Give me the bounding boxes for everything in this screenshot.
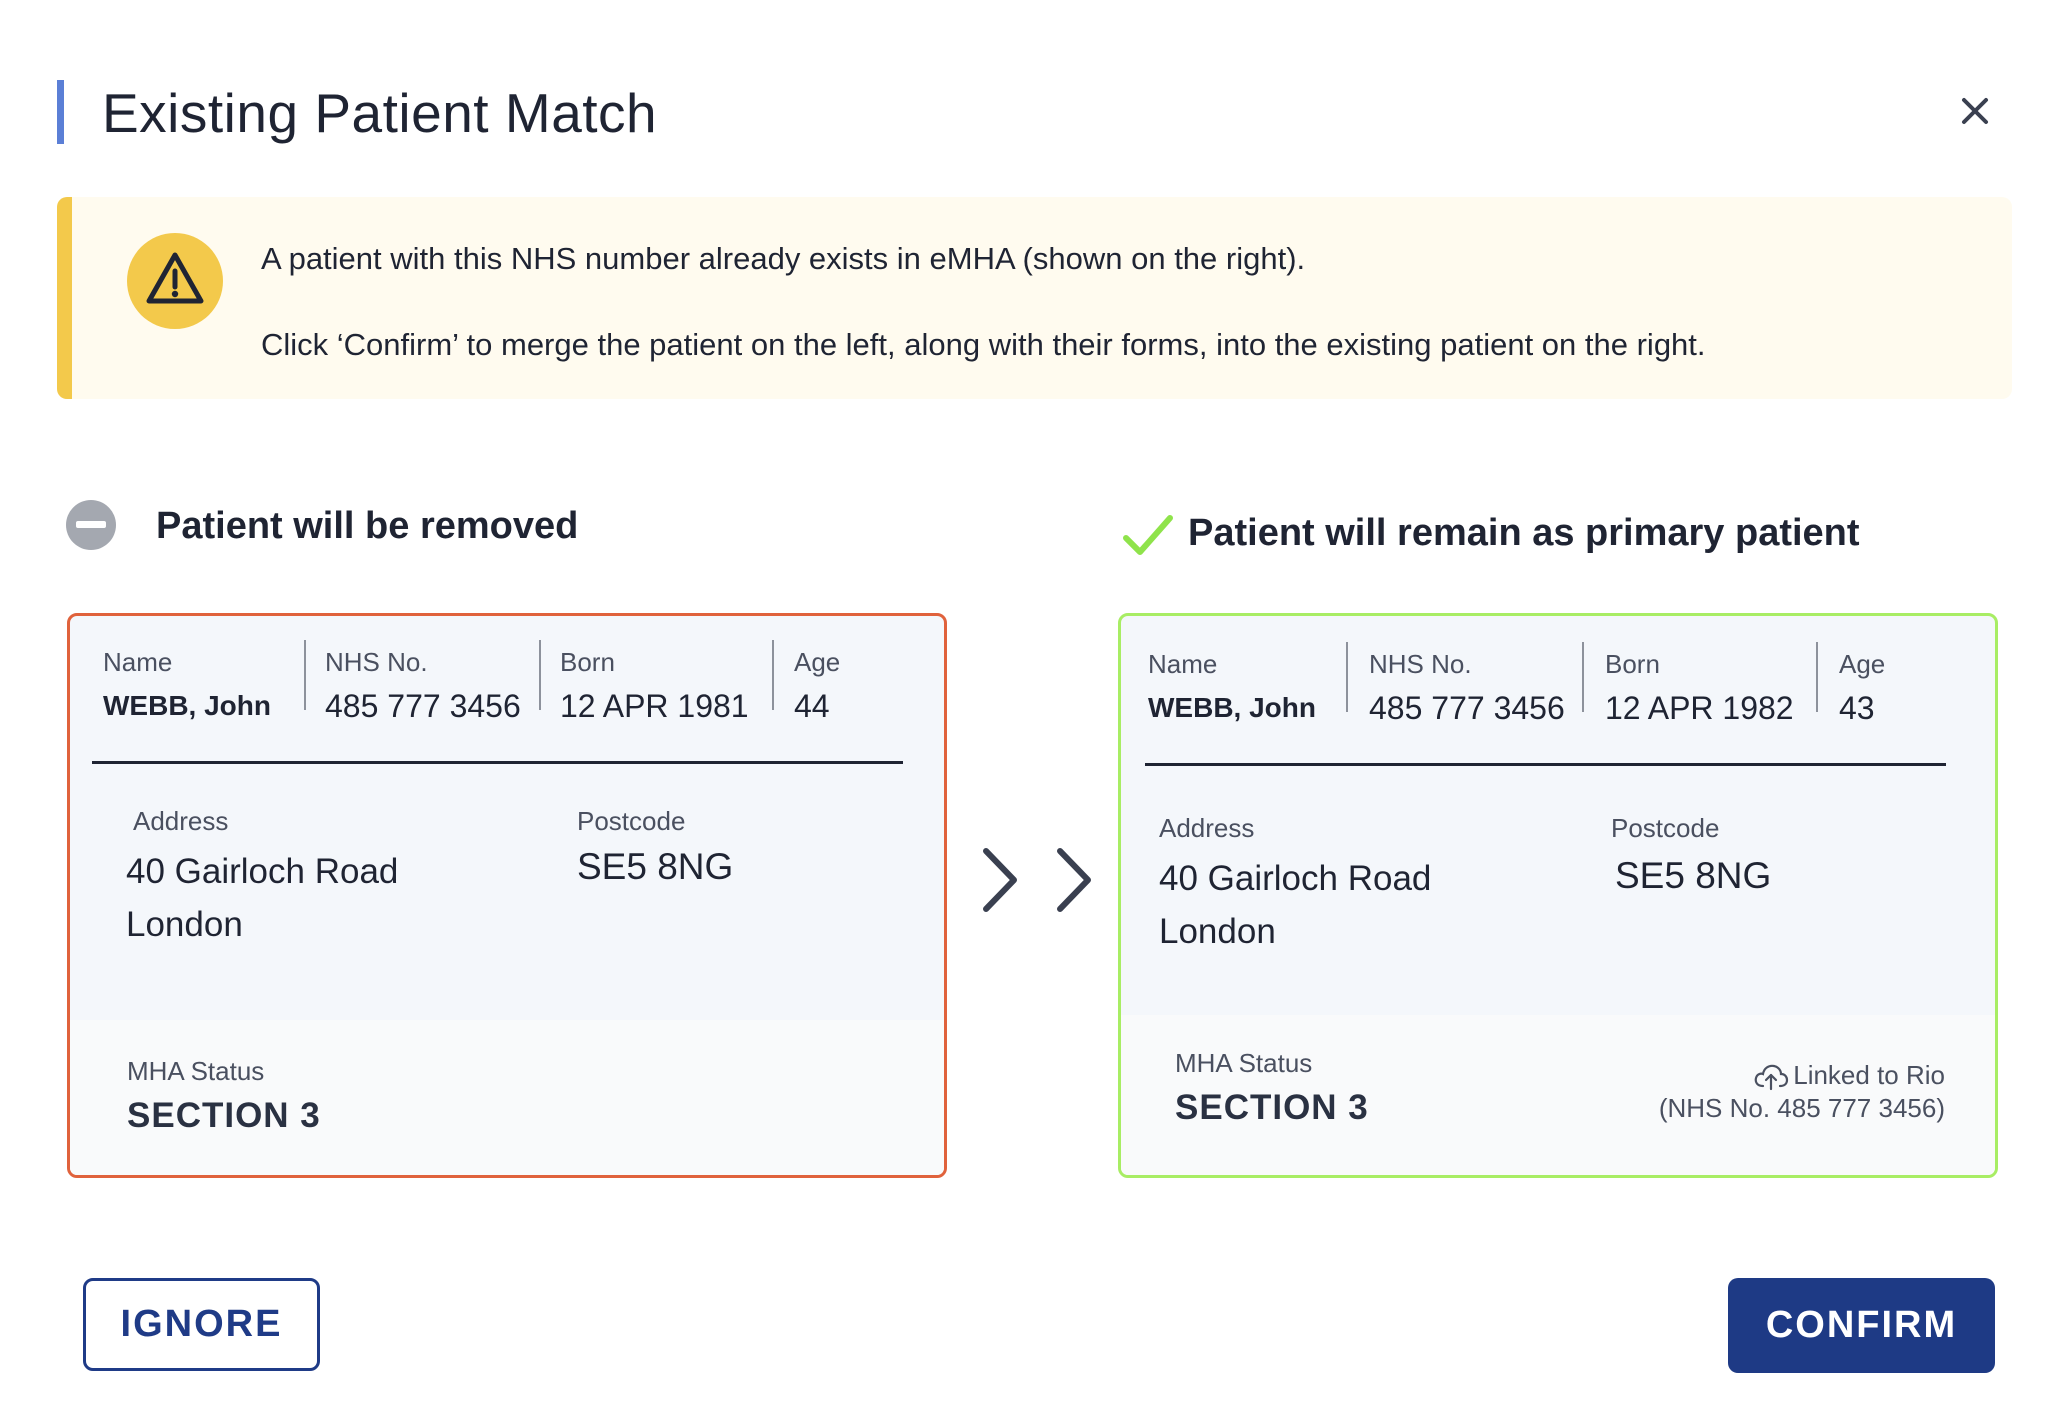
age-value: 44 (794, 688, 830, 724)
removed-heading: Patient will be removed (156, 505, 579, 547)
address-line-2: London (126, 905, 243, 944)
primary-heading: Patient will remain as primary patient (1188, 512, 1860, 554)
patient-name: WEBB, John (1148, 692, 1316, 723)
removed-patient-card: Name WEBB, John NHS No. 485 777 3456 Bor… (67, 613, 947, 1178)
minus-circle-icon (66, 500, 116, 550)
address-line-1: 40 Gairloch Road (126, 852, 399, 891)
postcode-label: Postcode (577, 806, 686, 836)
confirm-button[interactable]: CONFIRM (1728, 1278, 1995, 1373)
linked-label: Linked to Rio (1793, 1060, 1945, 1090)
linked-nhs: (NHS No. 485 777 3456) (1658, 1093, 1945, 1124)
postcode-value: SE5 8NG (577, 846, 734, 887)
age-label: Age (1839, 649, 1886, 679)
cloud-upload-icon (1754, 1064, 1789, 1091)
divider (1346, 642, 1348, 712)
alert-instruction: Click ‘Confirm’ to merge the patient on … (261, 327, 1706, 362)
address-line-1: 40 Gairloch Road (1159, 859, 1432, 898)
warning-icon (127, 233, 223, 329)
nhs-number: 485 777 3456 (325, 688, 521, 724)
name-label: Name (103, 647, 173, 677)
mha-status: SECTION 3 (127, 1096, 321, 1135)
divider (304, 640, 306, 710)
address-label: Address (1159, 813, 1255, 843)
divider (1816, 642, 1818, 712)
age-value: 43 (1839, 690, 1875, 726)
alert-accent-bar (57, 197, 72, 399)
divider (1582, 642, 1584, 712)
address-line-2: London (1159, 912, 1276, 951)
nhs-label: NHS No. (1369, 649, 1472, 679)
nhs-number: 485 777 3456 (1369, 690, 1565, 726)
status-section: MHA Status SECTION 3 (70, 1020, 944, 1175)
age-label: Age (794, 647, 841, 677)
divider (772, 640, 774, 710)
warning-alert: A patient with this NHS number already e… (57, 197, 2012, 399)
born-label: Born (1605, 649, 1660, 679)
double-chevron-right-icon (983, 848, 1091, 912)
status-label: MHA Status (1175, 1048, 1313, 1078)
header-rule (1145, 763, 1946, 766)
birth-date: 12 APR 1981 (560, 688, 749, 724)
rio-link-info: Linked to Rio (NHS No. 485 777 3456) (1659, 1059, 1945, 1124)
check-icon (1123, 515, 1173, 555)
postcode-label: Postcode (1611, 813, 1720, 843)
mha-status: SECTION 3 (1175, 1088, 1369, 1127)
birth-date: 12 APR 1982 (1605, 690, 1794, 726)
header-rule (92, 761, 903, 764)
primary-patient-card: Name WEBB, John NHS No. 485 777 3456 Bor… (1118, 613, 1998, 1178)
patient-name: WEBB, John (103, 690, 271, 721)
address-label: Address (133, 806, 229, 836)
nhs-label: NHS No. (325, 647, 428, 677)
divider (539, 640, 541, 710)
close-icon[interactable] (1950, 86, 2000, 136)
status-section: MHA Status SECTION 3 Linked to Rio (NHS … (1121, 1015, 1995, 1175)
born-label: Born (560, 647, 615, 677)
title-accent-bar (57, 80, 64, 144)
status-label: MHA Status (127, 1056, 265, 1086)
postcode-value: SE5 8NG (1615, 855, 1772, 896)
alert-message: A patient with this NHS number already e… (261, 241, 1306, 276)
name-label: Name (1148, 649, 1218, 679)
ignore-button[interactable]: IGNORE (83, 1278, 320, 1371)
dialog-title: Existing Patient Match (102, 82, 658, 144)
